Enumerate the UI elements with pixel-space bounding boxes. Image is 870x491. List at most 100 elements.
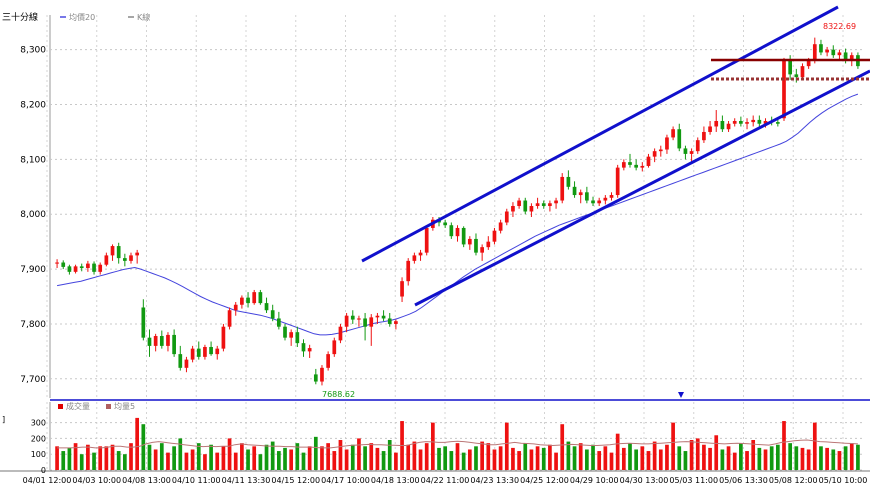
volume-bar <box>652 441 657 470</box>
volume-bar <box>708 447 712 470</box>
price-tick-label: 8,100 <box>20 155 46 165</box>
volume-bar <box>147 444 152 470</box>
candle-body <box>504 211 509 223</box>
candle-body <box>215 348 220 355</box>
volume-bar <box>702 444 706 470</box>
legend-label: 均價20 <box>69 12 95 22</box>
candle-body <box>461 227 466 245</box>
volume-bar <box>209 444 213 470</box>
candles <box>55 37 860 386</box>
vol-tick-label: 300 <box>31 419 46 428</box>
volume-bar <box>320 446 324 470</box>
volume-bar <box>621 447 626 470</box>
candle-body <box>480 247 484 253</box>
volume-bar <box>591 444 595 470</box>
volume-bar <box>387 440 392 470</box>
volume-bar <box>326 443 330 470</box>
candle-body <box>548 203 552 207</box>
volume-bar <box>418 449 423 470</box>
volume-bar <box>480 441 484 470</box>
candle-body <box>492 230 497 242</box>
low-label: 7688.62 <box>322 390 355 399</box>
volume-bar <box>178 438 183 470</box>
candle-body <box>486 241 491 248</box>
volume-bar <box>640 446 645 470</box>
trend-overlays <box>361 5 870 398</box>
volume-bar <box>732 452 737 470</box>
price-tick-label: 7,900 <box>20 265 46 275</box>
volume-bar <box>843 446 848 470</box>
volume-bar <box>313 436 318 470</box>
volume-bar <box>788 443 793 470</box>
candle-body <box>221 326 226 349</box>
time-tick-label: 04/08 13:00 <box>122 476 171 485</box>
candle-body <box>763 120 768 124</box>
candle-body <box>812 44 817 61</box>
volume-bar <box>98 446 103 470</box>
volume-bar <box>529 449 534 470</box>
volume-bar <box>295 443 300 470</box>
candle-body <box>640 165 645 168</box>
candle-body <box>344 315 349 327</box>
volume-bar <box>800 447 805 470</box>
lower-channel-line <box>414 69 870 307</box>
volume-bar <box>221 446 226 470</box>
volume-bar <box>609 452 614 470</box>
volume-bar <box>270 441 275 470</box>
time-tick-label: 04/30 13:00 <box>620 476 669 485</box>
volume-bar <box>332 451 337 470</box>
volume-ma-series <box>57 439 858 449</box>
volume-bar <box>541 447 546 470</box>
volume-bar <box>363 446 367 470</box>
volume-bar <box>856 444 860 470</box>
candle-body <box>264 303 269 311</box>
candle-body <box>720 120 725 130</box>
candle-body <box>739 120 743 124</box>
candle-body <box>147 337 152 346</box>
candle-body <box>61 262 66 267</box>
volume-bar <box>585 449 589 470</box>
candle-body <box>116 246 121 259</box>
volume-y-axis: 0 100 200 300 <box>31 419 46 475</box>
time-tick-label: 04/15 12:00 <box>271 476 320 485</box>
legend-label: K線 <box>137 12 150 22</box>
time-tick-label: 05/08 12:00 <box>769 476 818 485</box>
volume-bar <box>184 452 189 470</box>
candle-body <box>270 310 275 319</box>
volume-bar <box>498 446 503 470</box>
candle-body <box>141 307 146 338</box>
time-tick-label: 04/17 10:00 <box>321 476 370 485</box>
vol-tick-label: 200 <box>31 434 46 443</box>
candle-body <box>843 52 848 61</box>
candle-body <box>406 260 411 282</box>
volume-bar <box>615 433 620 470</box>
vol-legend-swatch <box>58 404 63 409</box>
volume-bar <box>560 424 565 470</box>
volume-bar <box>289 449 294 470</box>
vol-legend-label: 均量5 <box>114 401 135 411</box>
candle-body <box>122 258 127 261</box>
candle-body <box>209 346 213 355</box>
candle-body <box>184 359 189 368</box>
candle-body <box>529 206 534 212</box>
candle-body <box>381 315 386 319</box>
volume-bar <box>61 451 66 470</box>
candle-body <box>837 52 842 56</box>
candle-body <box>677 129 682 149</box>
volume-bar <box>443 446 448 470</box>
volume-bar <box>597 451 602 470</box>
candle-body <box>591 200 595 204</box>
volume-bar <box>739 443 743 470</box>
candle-body <box>498 222 503 231</box>
candle-body <box>326 354 330 368</box>
volume-bar <box>153 449 158 470</box>
candle-body <box>227 310 232 327</box>
candle-body <box>554 200 558 204</box>
time-x-axis: 04/01 12:00 04/03 10:00 04/08 13:00 04/10 1… <box>23 476 868 485</box>
volume-bar <box>837 451 842 470</box>
volume-bar <box>812 422 817 470</box>
volume-bar <box>190 449 195 470</box>
volume-bar <box>849 443 854 470</box>
price-tick-label: 8,000 <box>20 210 46 220</box>
candle-body <box>689 151 694 154</box>
